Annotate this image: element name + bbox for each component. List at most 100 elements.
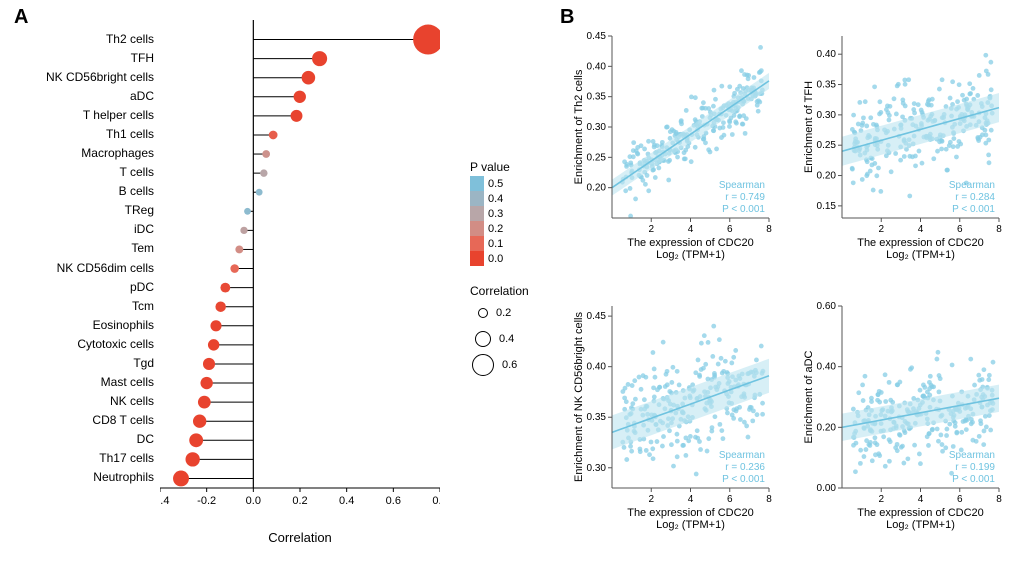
svg-text:4: 4 — [918, 494, 924, 505]
legend-pvalue-tick: 0.1 — [488, 238, 503, 250]
svg-text:r = 0.749: r = 0.749 — [725, 192, 765, 203]
lollipop-row-label: aDC — [30, 89, 154, 103]
lollipop-row-label: NK CD56dim cells — [30, 261, 154, 275]
svg-text:Enrichment of NK CD56bright ce: Enrichment of NK CD56bright cells — [573, 312, 585, 482]
svg-text:The expression of CDC20: The expression of CDC20 — [627, 507, 754, 519]
svg-text:Enrichment of aDC: Enrichment of aDC — [803, 350, 815, 443]
svg-text:P < 0.001: P < 0.001 — [722, 204, 765, 215]
lollipop-row-label: CD8 T cells — [30, 413, 154, 427]
svg-text:0.30: 0.30 — [587, 463, 607, 474]
svg-text:6: 6 — [727, 224, 733, 235]
svg-text:4: 4 — [688, 224, 694, 235]
svg-text:0.20: 0.20 — [817, 171, 837, 182]
legend-corr-title: Correlation — [470, 284, 570, 298]
lollipop-row-label: Eosinophils — [30, 318, 154, 332]
svg-text:0.6: 0.6 — [386, 495, 401, 507]
svg-text:r = 0.236: r = 0.236 — [725, 462, 765, 473]
svg-text:-0.4: -0.4 — [160, 495, 169, 507]
svg-text:The expression of CDC20: The expression of CDC20 — [857, 507, 984, 519]
svg-text:Spearman: Spearman — [949, 180, 995, 191]
svg-text:0.0: 0.0 — [246, 495, 261, 507]
lollipop-chart: -0.4 -0.2 0.0 0.2 0.4 0.6 0.8 — [160, 20, 440, 508]
panel-a: Th2 cellsTFHNK CD56bright cellsaDCT help… — [30, 10, 510, 550]
lollipop-row-label: Macrophages — [30, 146, 154, 160]
scatter-tfh: 24680.150.200.250.300.350.40Enrichment o… — [800, 30, 1010, 270]
svg-text:0.60: 0.60 — [817, 301, 837, 312]
svg-text:2: 2 — [878, 494, 884, 505]
svg-text:2: 2 — [878, 224, 884, 235]
svg-text:Spearman: Spearman — [719, 180, 765, 191]
lollipop-row-label: Tem — [30, 241, 154, 255]
svg-text:8: 8 — [766, 494, 772, 505]
legend-corr-tick: 0.2 — [496, 307, 511, 319]
svg-text:Enrichment of TFH: Enrichment of TFH — [803, 81, 815, 173]
svg-text:Enrichment of Th2 cells: Enrichment of Th2 cells — [573, 69, 585, 184]
panel-a-legend: P value 0.50.40.30.20.10.0 Correlation 0… — [470, 160, 570, 378]
svg-text:r = 0.199: r = 0.199 — [955, 462, 995, 473]
svg-text:Log₂ (TPM+1): Log₂ (TPM+1) — [886, 249, 955, 261]
panel-a-label: A — [14, 6, 28, 29]
lollipop-row-label: Neutrophils — [30, 470, 154, 484]
lollipop-row-label: T cells — [30, 165, 154, 179]
lollipop-row-label: Mast cells — [30, 375, 154, 389]
svg-text:6: 6 — [957, 224, 963, 235]
legend-corr-tick: 0.4 — [499, 333, 514, 345]
legend-pvalue-tick: 0.2 — [488, 223, 503, 235]
svg-text:The expression of CDC20: The expression of CDC20 — [627, 237, 754, 249]
svg-text:0.25: 0.25 — [587, 152, 607, 163]
svg-text:2: 2 — [648, 224, 654, 235]
svg-text:0.40: 0.40 — [587, 61, 607, 72]
svg-text:The expression of CDC20: The expression of CDC20 — [857, 237, 984, 249]
lollipop-row-label: TReg — [30, 203, 154, 217]
svg-text:0.30: 0.30 — [817, 110, 837, 121]
scatter-adc: 2 4 6 8 0.00 0.20 0.40 0.60 Enrichment of aDC The… — [800, 300, 1010, 540]
lollipop-row-label: iDC — [30, 222, 154, 236]
svg-text:0.30: 0.30 — [587, 122, 607, 133]
svg-text:0.00: 0.00 — [817, 483, 837, 494]
lollipop-row-label: Tgd — [30, 356, 154, 370]
panel-a-x-title: Correlation — [160, 530, 440, 545]
legend-corr-sizes: 0.2 0.4 0.6 — [470, 300, 570, 378]
svg-text:0.8: 0.8 — [432, 495, 440, 507]
lollipop-row-label: B cells — [30, 184, 154, 198]
svg-text:6: 6 — [957, 494, 963, 505]
svg-text:8: 8 — [996, 224, 1002, 235]
svg-text:0.2: 0.2 — [292, 495, 307, 507]
svg-text:6: 6 — [727, 494, 733, 505]
svg-text:-0.2: -0.2 — [197, 495, 216, 507]
lollipop-row-label: Th2 cells — [30, 32, 154, 46]
svg-text:0.20: 0.20 — [587, 183, 607, 194]
lollipop-row-label: NK cells — [30, 394, 154, 408]
figure-root: A B Th2 cellsTFHNK CD56bright cellsaDCT … — [0, 0, 1020, 567]
svg-text:0.40: 0.40 — [817, 362, 837, 373]
svg-text:4: 4 — [688, 494, 694, 505]
lollipop-row-label: Tcm — [30, 299, 154, 313]
svg-text:r = 0.284: r = 0.284 — [955, 192, 995, 203]
svg-text:Log₂ (TPM+1): Log₂ (TPM+1) — [656, 519, 725, 531]
svg-text:0.35: 0.35 — [817, 80, 837, 91]
svg-text:Log₂ (TPM+1): Log₂ (TPM+1) — [656, 249, 725, 261]
svg-text:P < 0.001: P < 0.001 — [722, 474, 765, 485]
scatter-nk-cd56bright: 24680.300.350.400.45Enrichment of NK CD5… — [570, 300, 780, 540]
legend-pvalue-tick: 0.5 — [488, 178, 503, 190]
legend-corr-tick: 0.6 — [502, 359, 517, 371]
lollipop-row-label: Th1 cells — [30, 127, 154, 141]
svg-text:8: 8 — [996, 494, 1002, 505]
lollipop-row-label: TFH — [30, 51, 154, 65]
legend-pvalue-tick: 0.3 — [488, 208, 503, 220]
svg-text:Spearman: Spearman — [949, 450, 995, 461]
svg-text:P < 0.001: P < 0.001 — [952, 474, 995, 485]
svg-text:4: 4 — [918, 224, 924, 235]
lollipop-row-label: Cytotoxic cells — [30, 337, 154, 351]
scatter-th2: 24680.200.250.300.350.400.45Enrichment o… — [570, 30, 780, 270]
svg-text:0.20: 0.20 — [817, 422, 837, 433]
svg-text:0.4: 0.4 — [339, 495, 354, 507]
svg-text:0.35: 0.35 — [587, 92, 607, 103]
lollipop-row-label: T helper cells — [30, 108, 154, 122]
panel-b: 24680.200.250.300.350.400.45Enrichment o… — [560, 10, 1010, 550]
svg-text:0.45: 0.45 — [587, 311, 607, 322]
svg-text:0.25: 0.25 — [817, 140, 837, 151]
lollipop-row-label: pDC — [30, 280, 154, 294]
svg-text:2: 2 — [648, 494, 654, 505]
svg-text:0.45: 0.45 — [587, 31, 607, 42]
